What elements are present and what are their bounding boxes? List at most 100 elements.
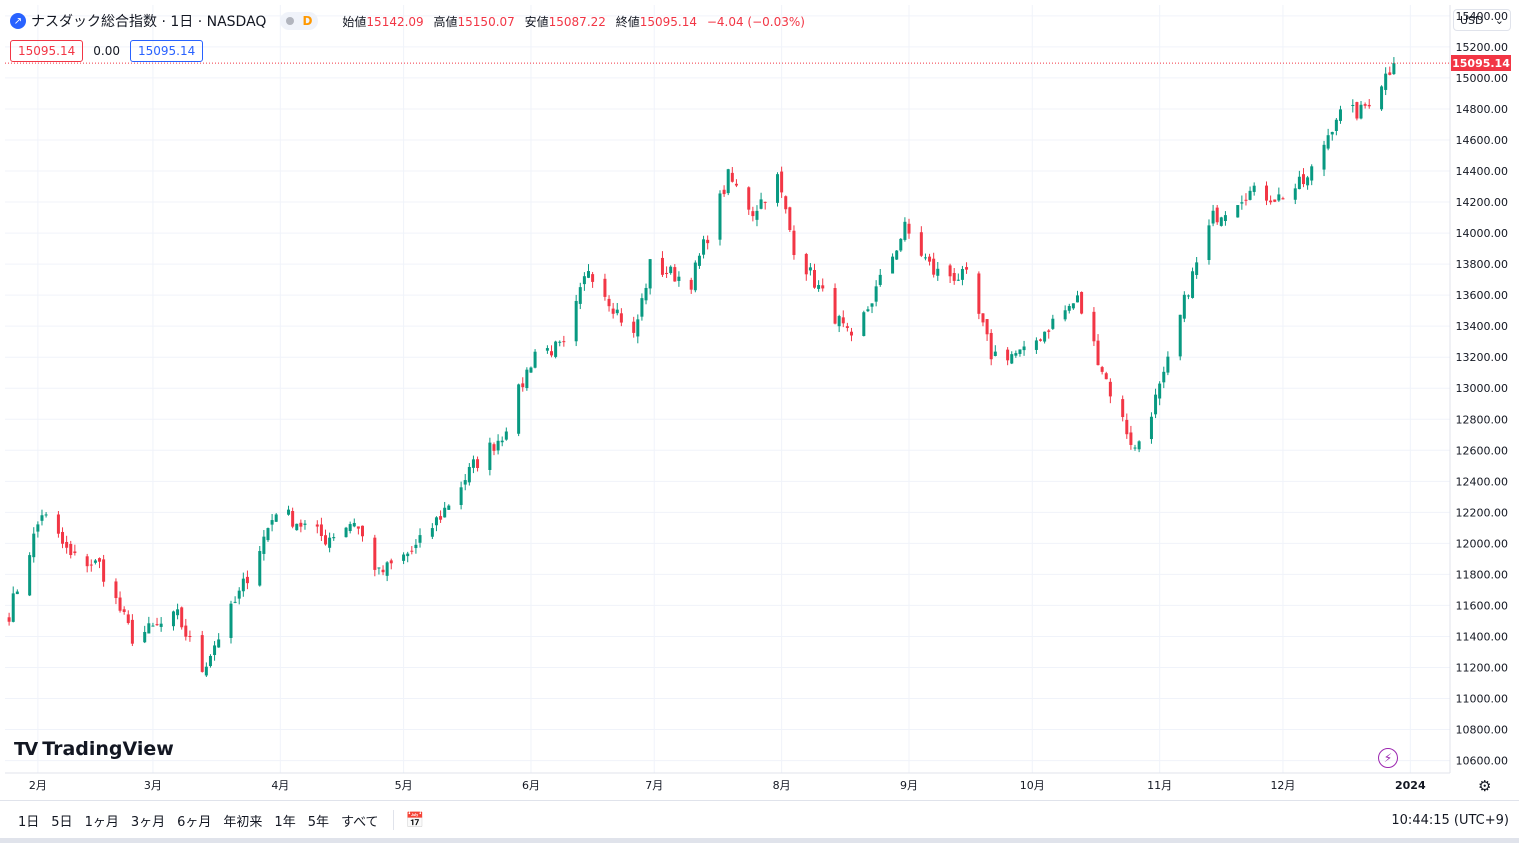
candle-body [1096,340,1100,366]
y-tick-label: 10600.00 [1456,755,1509,768]
toolbar-divider [392,810,394,830]
candle-body [319,524,323,537]
tradingview-logo[interactable]: TV TradingView [14,738,174,760]
candle-body [237,590,241,599]
candle-body [381,569,385,573]
range-ytd[interactable]: 年初来 [223,814,263,830]
candle-body [726,169,730,194]
x-tick-label: 6月 [522,779,540,792]
x-tick-label: 7月 [645,779,663,792]
tradingview-mark-icon: TV [14,738,38,760]
market-status-pill[interactable]: D [280,12,319,30]
candle-body [356,526,360,529]
candle-body [1252,185,1256,192]
candle-body [360,525,364,537]
candle-body [155,624,159,626]
y-tick-label: 15400.00 [1456,10,1509,23]
candle-body [151,625,155,627]
range-3m[interactable]: 3ヶ月 [130,814,166,830]
candle-body [1351,104,1355,106]
lightning-icon[interactable]: ⚡ [1378,748,1398,768]
candle-body [1301,174,1305,185]
range-5y[interactable]: 5年 [307,814,329,830]
buy-price-box[interactable]: 15095.14 [129,40,204,62]
candle-body [15,591,19,595]
range-1m[interactable]: 1ヶ月 [84,814,119,830]
candle-body [1207,225,1211,260]
candle-body [841,317,845,324]
candle-body [1129,432,1133,445]
candle-body [348,524,352,532]
candle-body [747,187,751,210]
currency-select[interactable]: USD ⌄ [1453,9,1511,31]
candle-body [504,431,508,440]
candle-body [93,560,97,563]
candle-body [525,369,529,389]
candle-body [69,543,73,556]
candle-body [1043,331,1047,342]
candle-body [1158,383,1162,399]
candle-body [1215,207,1219,223]
candle-body [936,268,940,276]
candle-body [352,522,356,527]
candle-body [866,309,870,312]
candle-body [763,201,767,203]
candle-body [488,442,492,470]
x-tick-label: 4月 [271,779,289,792]
calendar-range-icon[interactable]: 📅 [405,811,425,829]
candle-body [1334,119,1338,131]
sell-price-box[interactable]: 15095.14 [10,40,84,62]
candle-body [1297,176,1301,190]
candle-body [734,183,738,186]
gear-icon[interactable]: ⚙ [1478,777,1492,795]
candle-body [1047,330,1051,332]
candle-body [899,238,903,251]
candle-body [1182,294,1186,319]
candle-body [788,207,792,231]
candle-body [430,528,434,537]
candle-body [1244,199,1248,201]
candle-body [619,313,623,323]
candle-body [180,607,184,628]
clock-timezone[interactable]: 10:44:15 (UTC+9) [1391,812,1509,828]
candle-body [533,351,537,368]
candle-body [919,232,923,256]
range-all[interactable]: すべて [340,814,379,830]
candle-body [434,517,438,526]
candle-body [603,278,607,297]
candle-body [550,351,554,356]
range-1y[interactable]: 1年 [274,814,296,830]
candle-body [1018,349,1022,354]
range-1d[interactable]: 1日 [18,814,40,830]
candle-body [73,551,77,554]
candle-body [1322,144,1326,170]
bid-ask-row: 15095.14 0.00 15095.14 [10,40,204,62]
candle-body [377,567,381,569]
candle-body [1273,199,1277,202]
candle-body [122,609,126,612]
candle-body [28,555,32,596]
candle-body [870,303,874,307]
candle-body [1104,373,1108,380]
candle-body [1191,271,1195,298]
candle-body [755,210,759,220]
candle-body [1248,190,1252,200]
high-value: 15150.07 [457,14,515,29]
candle-body [1211,210,1215,224]
candle-body [759,199,763,209]
range-6m[interactable]: 6ヶ月 [177,814,212,830]
range-5d[interactable]: 5日 [51,814,73,830]
symbol-title[interactable]: ナスダック総合指数 · 1日 · NASDAQ [31,14,267,30]
candle-body [1195,262,1199,275]
price-chart[interactable]: 15400.00 15200.00 15000.00 14800.00 14600.00… [0,0,1519,800]
candle-body [607,298,611,307]
candle-body [1363,104,1367,106]
candle-body [1010,354,1014,364]
candle-body [1067,305,1071,311]
candle-body [1051,318,1055,329]
y-tick-label: 11600.00 [1456,599,1509,612]
bottom-toolbar: 1日 5日 1ヶ月 3ヶ月 6ヶ月 年初来 1年 5年 すべて 📅 10:44:… [0,800,1519,839]
candle-body [143,631,147,643]
candle-body [660,257,664,275]
candle-body [665,272,669,275]
